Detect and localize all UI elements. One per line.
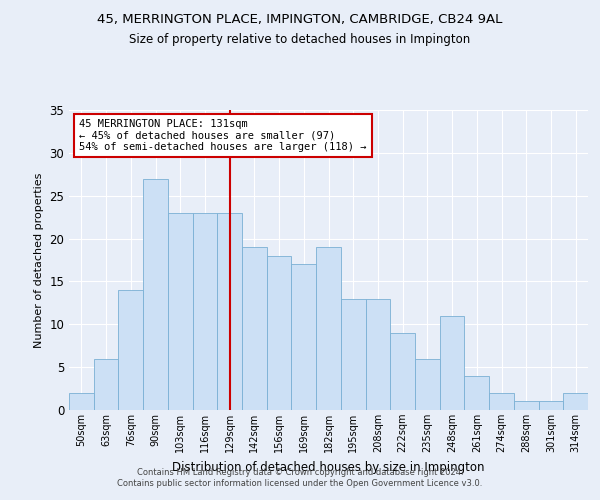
- Bar: [69, 393, 94, 410]
- Bar: [514, 402, 539, 410]
- Y-axis label: Number of detached properties: Number of detached properties: [34, 172, 44, 348]
- Bar: [563, 393, 588, 410]
- Bar: [193, 213, 217, 410]
- Bar: [267, 256, 292, 410]
- Bar: [365, 298, 390, 410]
- Text: Size of property relative to detached houses in Impington: Size of property relative to detached ho…: [130, 32, 470, 46]
- Bar: [415, 358, 440, 410]
- Bar: [292, 264, 316, 410]
- Text: 45 MERRINGTON PLACE: 131sqm
← 45% of detached houses are smaller (97)
54% of sem: 45 MERRINGTON PLACE: 131sqm ← 45% of det…: [79, 119, 367, 152]
- Bar: [539, 402, 563, 410]
- Bar: [464, 376, 489, 410]
- Bar: [94, 358, 118, 410]
- Bar: [341, 298, 365, 410]
- Bar: [118, 290, 143, 410]
- Bar: [316, 247, 341, 410]
- Text: Contains HM Land Registry data © Crown copyright and database right 2024.
Contai: Contains HM Land Registry data © Crown c…: [118, 468, 482, 487]
- Bar: [489, 393, 514, 410]
- Bar: [217, 213, 242, 410]
- Bar: [440, 316, 464, 410]
- Bar: [390, 333, 415, 410]
- Bar: [143, 178, 168, 410]
- Bar: [168, 213, 193, 410]
- X-axis label: Distribution of detached houses by size in Impington: Distribution of detached houses by size …: [172, 460, 485, 473]
- Text: 45, MERRINGTON PLACE, IMPINGTON, CAMBRIDGE, CB24 9AL: 45, MERRINGTON PLACE, IMPINGTON, CAMBRID…: [97, 12, 503, 26]
- Bar: [242, 247, 267, 410]
